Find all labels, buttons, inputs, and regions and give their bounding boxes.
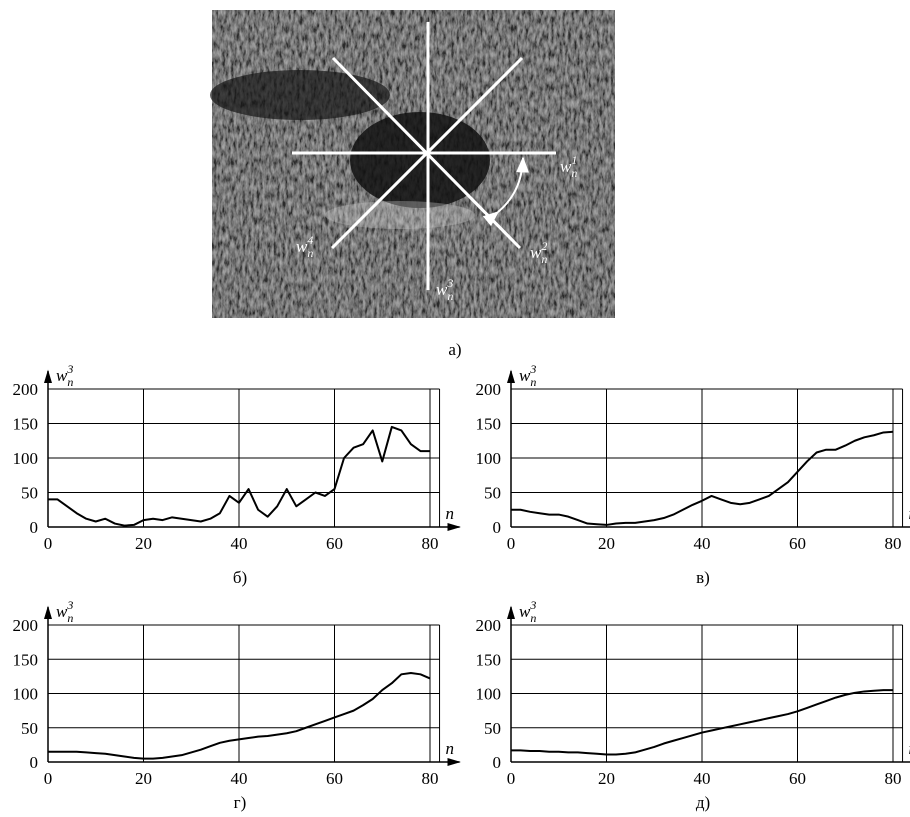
y-tick-label: 0: [30, 518, 39, 537]
y-tick-label: 100: [476, 685, 502, 704]
y-axis-label: wn3: [519, 362, 536, 389]
x-tick-label: 20: [598, 769, 615, 788]
y-tick-label: 150: [13, 415, 39, 434]
label-sup: 2: [541, 239, 547, 253]
y-axis-label: wn3: [56, 362, 73, 389]
label-sup: 4: [307, 233, 313, 247]
label-sub: n: [447, 289, 453, 303]
label-sup: 3: [446, 276, 453, 290]
y-tick-label: 50: [21, 719, 38, 738]
y-tick-label: 50: [484, 719, 501, 738]
y-tick-label: 50: [21, 484, 38, 503]
y-tick-label: 150: [13, 650, 39, 669]
y-axis-label: wn3: [519, 598, 536, 625]
image-label: wn4: [296, 233, 313, 260]
ultrasound-image: [210, 10, 615, 318]
chart-caption: в): [696, 568, 710, 587]
data-line: [48, 671, 431, 760]
y-tick-label: 100: [13, 685, 39, 704]
y-tick-label: 200: [13, 616, 39, 635]
x-tick-label: 80: [422, 534, 439, 553]
label-sub: n: [307, 246, 313, 260]
y-tick-label: 50: [484, 484, 501, 503]
data-line: [511, 430, 894, 526]
x-tick-label: 80: [422, 769, 439, 788]
y-tick-label: 100: [476, 449, 502, 468]
x-tick-label: 20: [135, 534, 152, 553]
label-base: w: [560, 157, 572, 176]
chart-caption: г): [234, 793, 247, 812]
label-base: w: [436, 280, 448, 299]
y-tick-label: 0: [493, 518, 502, 537]
label-sub: n: [530, 375, 536, 389]
label-base: w: [56, 366, 68, 385]
data-line: [48, 425, 430, 527]
data-line: [511, 689, 893, 756]
y-tick-label: 200: [476, 616, 502, 635]
x-tick-label: 40: [694, 534, 711, 553]
label-sup: 3: [66, 362, 73, 376]
x-tick-label: 60: [789, 534, 806, 553]
chart-caption: д): [696, 793, 710, 812]
x-tick-label: 40: [231, 534, 248, 553]
x-axis-label: n: [446, 504, 455, 523]
label-base: w: [519, 366, 531, 385]
image-label: wn2: [530, 239, 547, 266]
label-sub: n: [571, 166, 577, 180]
image-label: wn3: [436, 276, 453, 303]
y-tick-label: 0: [30, 753, 39, 772]
x-tick-label: 60: [326, 534, 343, 553]
y-tick-label: 200: [476, 380, 502, 399]
x-tick-label: 0: [44, 769, 53, 788]
image-label: wn1: [560, 153, 577, 180]
label-sup: 3: [66, 598, 73, 612]
label-base: w: [519, 602, 531, 621]
label-sub: n: [67, 611, 73, 625]
x-tick-label: 0: [507, 769, 516, 788]
label-sub: n: [541, 252, 547, 266]
chart-caption: б): [233, 568, 247, 587]
label-sub: n: [67, 375, 73, 389]
x-tick-label: 60: [326, 769, 343, 788]
y-tick-label: 200: [13, 380, 39, 399]
x-tick-label: 20: [135, 769, 152, 788]
label-sup: 3: [529, 598, 536, 612]
x-axis-label: n: [909, 504, 910, 523]
label-sup: 1: [571, 153, 577, 167]
label-base: w: [56, 602, 68, 621]
x-tick-label: 0: [507, 534, 516, 553]
label-base: w: [530, 243, 542, 262]
x-tick-label: 0: [44, 534, 53, 553]
y-axis-label: wn3: [56, 598, 73, 625]
x-tick-label: 80: [885, 534, 902, 553]
x-tick-label: 20: [598, 534, 615, 553]
x-axis-label: n: [909, 739, 910, 758]
x-tick-label: 80: [885, 769, 902, 788]
label-base: w: [296, 237, 308, 256]
label-sup: 3: [529, 362, 536, 376]
x-tick-label: 60: [789, 769, 806, 788]
image-caption: а): [448, 340, 461, 359]
y-tick-label: 0: [493, 753, 502, 772]
y-tick-label: 100: [13, 449, 39, 468]
x-axis-label: n: [446, 739, 455, 758]
x-tick-label: 40: [231, 769, 248, 788]
x-tick-label: 40: [694, 769, 711, 788]
y-tick-label: 150: [476, 650, 502, 669]
y-tick-label: 150: [476, 415, 502, 434]
label-sub: n: [530, 611, 536, 625]
